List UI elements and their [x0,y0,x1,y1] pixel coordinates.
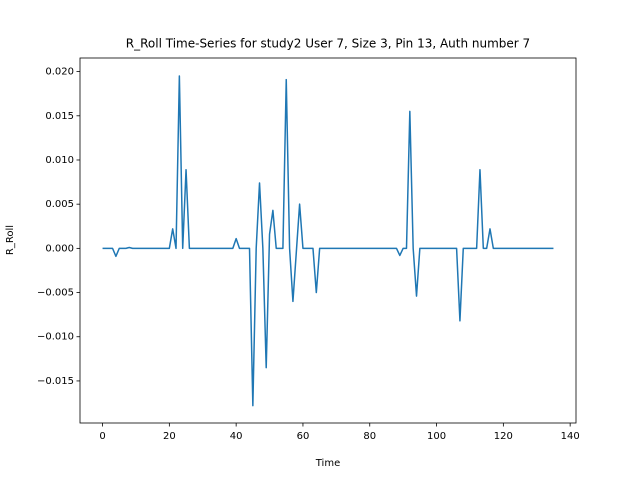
chart-title: R_Roll Time-Series for study2 User 7, Si… [126,37,530,51]
y-tick-label: 0.020 [45,67,74,78]
y-tick-label: 0.000 [45,243,74,254]
x-tick-label: 140 [561,431,580,442]
data-line [102,75,554,407]
x-tick-label: 0 [99,431,105,442]
x-tick-label: 100 [427,431,446,442]
y-tick-label: −0.005 [37,288,74,299]
y-tick-label: 0.010 [45,155,74,166]
y-tick-label: −0.010 [37,332,74,343]
x-axis-label: Time [315,458,340,469]
x-tick-label: 120 [494,431,513,442]
x-tick-label: 60 [297,431,310,442]
plot-frame [79,57,577,424]
y-tick-label: 0.005 [45,199,74,210]
x-tick-label: 20 [163,431,176,442]
y-tick-label: 0.015 [45,111,74,122]
y-tick-label: −0.015 [37,376,74,387]
x-tick-label: 80 [363,431,376,442]
x-tick-label: 40 [230,431,243,442]
y-axis-label: R_Roll [5,225,16,255]
